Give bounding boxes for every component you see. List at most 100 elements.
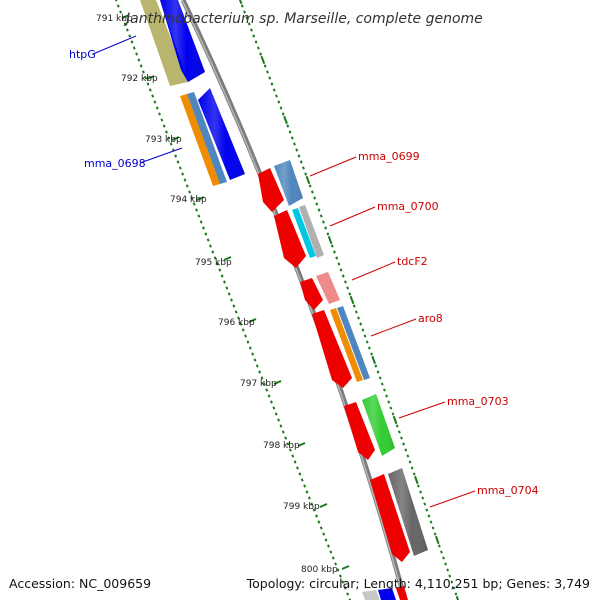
ring-tick [116,4,120,8]
ring-tick [260,376,264,380]
ring-tick [339,268,343,272]
scale-tick-mark [273,380,282,385]
ring-tick [408,460,412,464]
ring-tick [303,484,307,488]
cds-red-bottom [396,586,408,600]
ring-tick [185,184,189,188]
ring-tick [419,490,422,494]
ring-tick [341,580,345,584]
ring-tick [450,580,454,584]
ring-tick [423,502,427,506]
ring-tick [322,532,326,536]
ring-tick [244,334,247,338]
cds-red-aro8 [312,310,352,388]
cds-red-tdcF2 [300,278,323,310]
ring-tick [135,52,138,56]
cds-cyan-mma_0700 [292,208,316,258]
ring-tick [324,538,328,542]
ring-tick [247,22,251,26]
ring-tick [312,508,316,512]
ring-tick [343,586,347,590]
ring-tick [302,166,305,170]
ring-tick [440,550,443,554]
ring-tick [169,142,173,146]
genome-backbone-highlight [181,0,405,600]
ring-tick [274,412,278,416]
gene-label-aro8[interactable]: aro8 [418,312,443,325]
ring-tick [329,550,333,554]
ring-tick [248,346,252,350]
ring-tick [279,424,283,428]
ring-tick [338,574,342,578]
gene-label-mma_0698[interactable]: mma_0698 [84,157,146,170]
ring-tick [227,292,231,296]
ring-tick [211,250,215,254]
ring-tick [158,112,161,116]
ring-tick [352,304,356,308]
ring-tick [281,112,285,116]
ring-tick [414,475,419,485]
ring-tick [437,544,441,548]
scale-tick-mark [319,503,328,508]
ring-tick [291,454,295,458]
ring-tick [126,28,129,32]
ring-tick [142,70,145,74]
ring-tick [378,376,382,380]
scale-tick-label: 795 kbp [195,258,232,268]
ring-tick [252,34,256,38]
ring-tick [421,496,425,500]
ring-tick [371,355,376,365]
scale-tick-label: 800 kbp [301,565,338,575]
gene-label-mma_0699[interactable]: mma_0699 [358,150,420,163]
ring-tick [181,172,185,176]
scale-tick-label: 799 kbp [283,502,320,512]
accession-text: Accession: NC_009659 [9,576,152,591]
ring-tick [300,478,304,482]
scale-tick-mark [297,442,306,447]
scale-tick-label: 791 kbp [96,14,133,24]
gene-label-mma_0700[interactable]: mma_0700 [377,200,439,213]
ring-tick [341,274,345,278]
ring-tick [389,406,393,410]
ring-tick [162,124,166,128]
ring-tick [370,352,373,356]
gene-label-mma_0704[interactable]: mma_0704 [477,484,539,497]
ring-tick [348,292,352,296]
ring-tick [246,340,250,344]
ring-tick [165,130,168,134]
ring-tick [223,280,226,284]
ring-tick [442,556,445,560]
ring-tick [220,274,224,278]
ring-tick [346,286,350,290]
ring-tick [310,190,314,194]
gene-labels: htpG mma_0698 mma_0699 mma_0700 tdcF2 ar… [69,48,539,497]
ring-tick [433,532,437,536]
gene-label-tdcF2[interactable]: tdcF2 [397,255,428,268]
ring-tick [206,238,210,242]
ring-tick [319,214,323,218]
ring-tick [305,175,311,185]
ring-tick [167,136,171,140]
ring-tick [254,40,258,44]
ring-tick [425,508,429,512]
scale-tick-label: 794 kbp [170,195,207,205]
cds-gray-mma_0700 [299,205,324,258]
ring-tick [363,334,367,338]
ring-tick [119,10,122,14]
gene-label-htpG[interactable]: htpG [69,48,96,61]
scale-tick-mark [121,14,130,19]
ring-tick [288,130,292,134]
genome-summary-text: Topology: circular; Length: 4,110,251 bp… [246,576,590,591]
ring-tick [310,502,314,506]
scale-tick-label: 796 kbp [218,318,255,328]
scale-ticks: 791 kbp 792 kbp 793 kbp 794 kbp 795 kbp 796 k… [96,14,350,575]
ring-tick [277,100,281,104]
ring-tick [365,340,369,344]
scale-tick-mark [196,196,205,201]
ring-tick [454,592,458,596]
ring-tick [268,76,272,80]
ring-tick [317,208,321,212]
ring-tick [259,52,262,56]
gene-label-mma_0703[interactable]: mma_0703 [447,395,509,408]
